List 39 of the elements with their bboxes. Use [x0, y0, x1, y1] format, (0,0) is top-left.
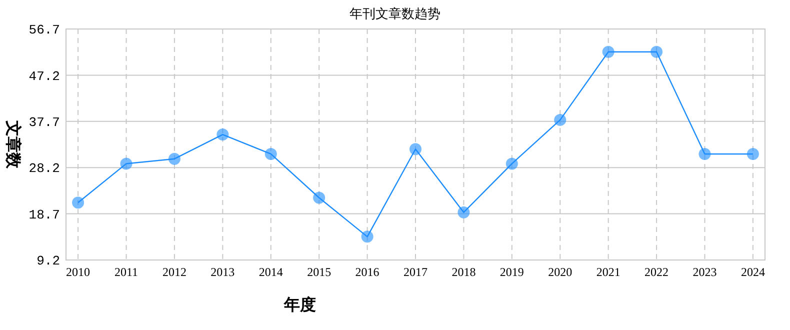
y-axis-title: 文章数: [4, 120, 23, 170]
point: [410, 143, 422, 156]
x-tick-label: 2011: [114, 265, 138, 279]
point: [72, 196, 84, 209]
point: [698, 148, 711, 160]
y-tick-label: 56.7: [28, 22, 60, 38]
chart-title: 年刊文章数趋势: [350, 7, 440, 22]
point: [168, 152, 180, 165]
y-tick-label: 9.2: [36, 254, 60, 269]
x-tick-label: 2010: [66, 265, 90, 279]
x-tick-label: 2013: [210, 265, 235, 279]
x-tick-label: 2012: [162, 265, 186, 279]
x-tick-label: 2019: [500, 265, 524, 279]
x-tick-label: 2015: [307, 265, 332, 279]
point: [650, 46, 663, 58]
point: [458, 206, 470, 218]
y-tick-label: 37.7: [28, 114, 60, 130]
x-tick-label: 2017: [404, 265, 428, 279]
point: [602, 46, 614, 58]
point: [506, 158, 518, 170]
point: [120, 158, 132, 170]
point: [216, 128, 229, 141]
x-tick-label: 2022: [644, 265, 669, 279]
x-tick-label: 2021: [596, 265, 620, 279]
x-tick-label: 2020: [548, 265, 572, 279]
y-tick-label: 18.7: [28, 207, 60, 222]
y-tick-label: 28.2: [28, 161, 60, 176]
x-axis-title: 年度: [283, 295, 316, 314]
x-tick-label: 2016: [355, 265, 380, 279]
x-tick-label: 2018: [452, 265, 476, 279]
x-tick-label: 2014: [258, 265, 283, 279]
point: [264, 148, 277, 160]
x-tick-label: 2023: [692, 265, 717, 279]
point: [746, 148, 759, 160]
x-tick-label: 2024: [740, 265, 765, 279]
point: [313, 192, 326, 204]
point: [361, 230, 374, 243]
point: [554, 114, 566, 126]
y-tick-label: 47.2: [28, 68, 60, 84]
